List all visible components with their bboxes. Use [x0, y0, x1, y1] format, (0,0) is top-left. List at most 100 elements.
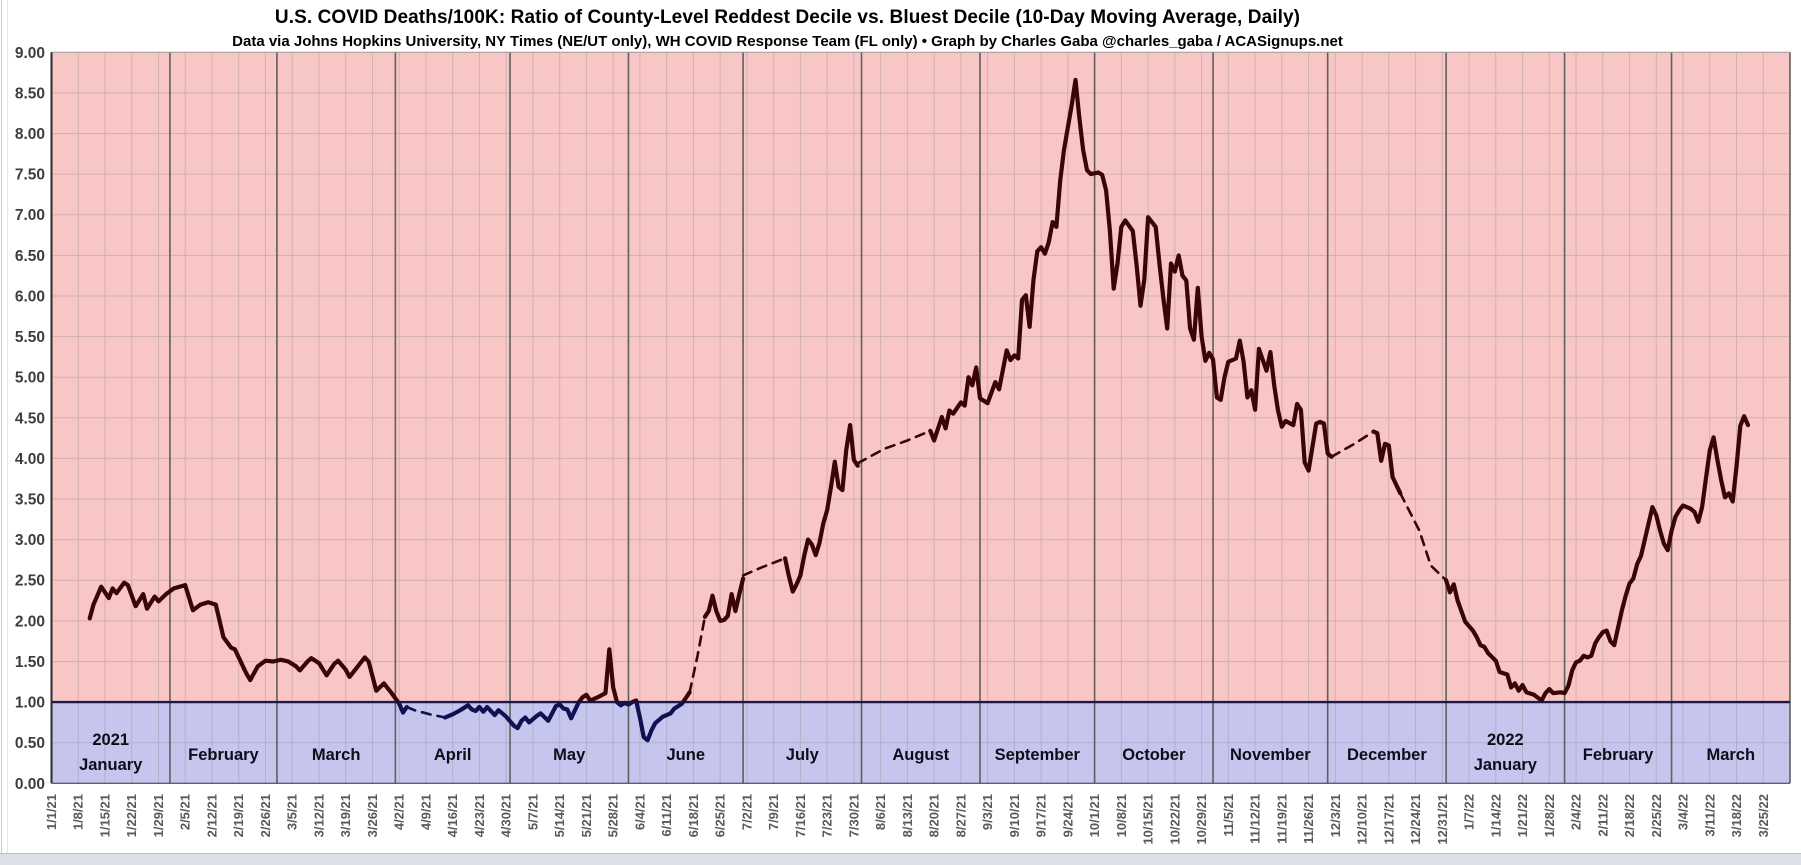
- svg-text:7/16/21: 7/16/21: [793, 794, 808, 837]
- svg-text:3/11/22: 3/11/22: [1702, 794, 1717, 837]
- svg-text:8/20/21: 8/20/21: [927, 794, 942, 837]
- svg-text:12/10/21: 12/10/21: [1355, 794, 1370, 845]
- svg-text:3/18/22: 3/18/22: [1729, 794, 1744, 837]
- svg-text:June: June: [667, 746, 706, 764]
- svg-text:2/5/21: 2/5/21: [178, 794, 193, 830]
- svg-text:February: February: [188, 746, 259, 764]
- svg-text:6.50: 6.50: [15, 248, 45, 265]
- svg-text:7.50: 7.50: [15, 167, 45, 184]
- window-left-edge: [1, 0, 2, 865]
- svg-text:5.00: 5.00: [15, 370, 45, 387]
- svg-text:4/2/21: 4/2/21: [392, 794, 407, 830]
- svg-text:8.00: 8.00: [15, 126, 45, 143]
- svg-text:4/23/21: 4/23/21: [472, 794, 487, 837]
- svg-text:5/7/21: 5/7/21: [525, 794, 540, 830]
- svg-text:3/5/21: 3/5/21: [285, 794, 300, 830]
- svg-text:6/25/21: 6/25/21: [713, 794, 728, 837]
- chart-title: U.S. COVID Deaths/100K: Ratio of County-…: [274, 7, 1301, 28]
- svg-text:5.50: 5.50: [15, 329, 45, 346]
- svg-text:3/19/21: 3/19/21: [338, 794, 353, 837]
- svg-text:1.50: 1.50: [15, 654, 45, 671]
- svg-text:1/14/22: 1/14/22: [1488, 794, 1503, 837]
- svg-text:8/6/21: 8/6/21: [873, 794, 888, 830]
- x-axis-date-labels: 1/1/21 1/8/21 1/15/21 1/22/21 1/29/21 2/5/21 2…: [44, 794, 1771, 845]
- svg-text:11/19/21: 11/19/21: [1274, 794, 1289, 844]
- svg-text:4/30/21: 4/30/21: [499, 794, 514, 837]
- svg-text:1/21/22: 1/21/22: [1515, 794, 1530, 837]
- svg-text:1/22/21: 1/22/21: [124, 794, 139, 837]
- svg-text:2/26/21: 2/26/21: [258, 794, 273, 837]
- svg-text:March: March: [1706, 746, 1755, 764]
- svg-text:2/12/21: 2/12/21: [204, 794, 219, 837]
- svg-text:1/29/21: 1/29/21: [151, 794, 166, 837]
- svg-text:10/1/21: 10/1/21: [1087, 794, 1102, 837]
- svg-text:2022: 2022: [1487, 731, 1524, 749]
- svg-text:2/25/22: 2/25/22: [1649, 794, 1664, 837]
- svg-text:10/22/21: 10/22/21: [1167, 794, 1182, 845]
- svg-text:December: December: [1347, 746, 1427, 764]
- series-ratio-line: [87, 77, 1751, 743]
- svg-text:7/2/21: 7/2/21: [739, 794, 754, 830]
- svg-text:12/17/21: 12/17/21: [1381, 794, 1396, 845]
- svg-text:9/24/21: 9/24/21: [1060, 794, 1075, 837]
- svg-text:6/11/21: 6/11/21: [659, 794, 674, 837]
- svg-text:5/14/21: 5/14/21: [552, 794, 567, 837]
- window-bottom-strip: [0, 853, 1801, 865]
- svg-text:7.00: 7.00: [15, 207, 45, 224]
- svg-text:2/18/22: 2/18/22: [1622, 794, 1637, 837]
- svg-text:4/9/21: 4/9/21: [418, 794, 433, 830]
- svg-text:3/25/22: 3/25/22: [1756, 794, 1771, 837]
- svg-text:12/24/21: 12/24/21: [1408, 794, 1423, 845]
- svg-text:4.50: 4.50: [15, 410, 45, 427]
- svg-text:January: January: [79, 756, 143, 774]
- svg-text:9/17/21: 9/17/21: [1034, 794, 1049, 837]
- svg-text:April: April: [434, 746, 472, 764]
- svg-text:2/19/21: 2/19/21: [231, 794, 246, 837]
- svg-text:July: July: [786, 746, 820, 764]
- svg-text:3.50: 3.50: [15, 492, 45, 509]
- svg-text:March: March: [312, 746, 361, 764]
- y-axis-labels: 0.00 0.50 1.00 1.50 2.00 2.50 3.00 3.50 4.00 4.50…: [15, 45, 45, 793]
- svg-text:4.00: 4.00: [15, 451, 45, 468]
- svg-text:2/11/22: 2/11/22: [1595, 794, 1610, 837]
- chart-subtitle: Data via Johns Hopkins University, NY Ti…: [232, 33, 1343, 50]
- svg-text:3.00: 3.00: [15, 532, 45, 549]
- svg-text:2021: 2021: [92, 731, 129, 749]
- svg-text:9/10/21: 9/10/21: [1007, 794, 1022, 837]
- svg-text:2/4/22: 2/4/22: [1569, 794, 1584, 830]
- svg-text:8/13/21: 8/13/21: [900, 794, 915, 837]
- svg-text:November: November: [1230, 746, 1311, 764]
- svg-text:6/4/21: 6/4/21: [632, 794, 647, 830]
- svg-text:12/3/21: 12/3/21: [1328, 794, 1343, 837]
- svg-text:October: October: [1122, 746, 1186, 764]
- svg-text:1/1/21: 1/1/21: [44, 794, 59, 830]
- svg-text:5/28/21: 5/28/21: [606, 794, 621, 837]
- window-left-edge-inner: [7, 0, 8, 865]
- svg-text:7/9/21: 7/9/21: [766, 794, 781, 830]
- month-labels: 2021 January February March April May June July…: [79, 731, 1755, 774]
- svg-text:7/23/21: 7/23/21: [820, 794, 835, 837]
- svg-text:11/12/21: 11/12/21: [1248, 794, 1263, 844]
- svg-text:1/28/22: 1/28/22: [1542, 794, 1557, 837]
- svg-text:1/7/22: 1/7/22: [1462, 794, 1477, 830]
- svg-text:8/27/21: 8/27/21: [953, 794, 968, 837]
- svg-text:3/4/22: 3/4/22: [1676, 794, 1691, 830]
- svg-text:6.00: 6.00: [15, 288, 45, 305]
- svg-text:4/16/21: 4/16/21: [445, 794, 460, 837]
- svg-text:May: May: [553, 746, 586, 764]
- svg-text:11/5/21: 11/5/21: [1221, 794, 1236, 837]
- svg-text:August: August: [892, 746, 949, 764]
- svg-text:9/3/21: 9/3/21: [980, 794, 995, 830]
- svg-text:1/8/21: 1/8/21: [71, 794, 86, 830]
- plot-background: [51, 52, 1790, 784]
- svg-text:12/31/21: 12/31/21: [1435, 794, 1450, 845]
- svg-text:0.00: 0.00: [15, 776, 45, 793]
- svg-text:8.50: 8.50: [15, 85, 45, 102]
- svg-text:5/21/21: 5/21/21: [579, 794, 594, 837]
- svg-text:January: January: [1474, 756, 1538, 774]
- svg-text:7/30/21: 7/30/21: [846, 794, 861, 837]
- svg-text:September: September: [995, 746, 1081, 764]
- svg-text:February: February: [1583, 746, 1654, 764]
